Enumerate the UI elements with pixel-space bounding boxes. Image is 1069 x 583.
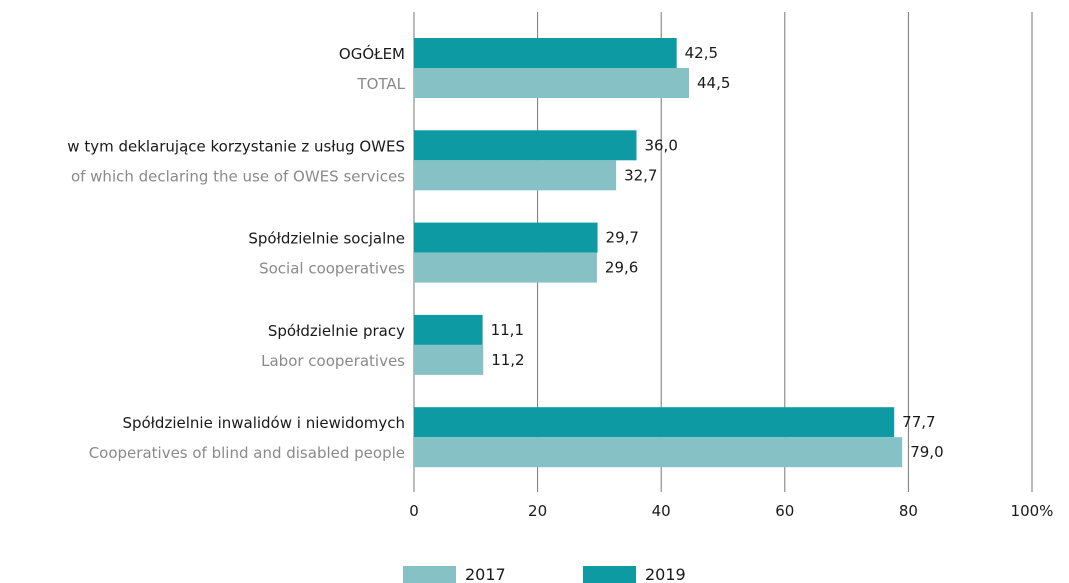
bar-2019 [414, 130, 637, 161]
category-label-en: Social cooperatives [259, 260, 405, 278]
bar-2017 [414, 68, 690, 98]
category-label-pl: Spółdzielnie socjalne [248, 230, 405, 248]
data-label: 42,5 [685, 44, 718, 62]
data-label: 36,0 [644, 136, 677, 154]
x-axis-tick-labels: 0 20 40 60 80 100% [409, 502, 1053, 520]
category-label-en: Cooperatives of blind and disabled peopl… [89, 444, 405, 462]
category-label-en: TOTAL [356, 75, 405, 93]
bar-2017 [414, 437, 903, 468]
x-tick-label: 0 [409, 502, 419, 520]
legend-swatch-2017 [403, 566, 456, 583]
category-label-pl: Spółdzielnie pracy [268, 322, 405, 340]
data-label: 77,7 [902, 413, 935, 431]
bar-2017 [414, 252, 597, 283]
legend-label: 2017 [465, 565, 506, 583]
x-tick-label: 40 [652, 502, 671, 520]
data-label: 79,0 [910, 443, 943, 461]
category-label-pl: Spółdzielnie inwalidów i niewidomych [122, 414, 405, 432]
data-label: 11,2 [491, 351, 524, 369]
bar-2019 [414, 38, 677, 68]
data-label: 11,1 [491, 321, 524, 339]
category-label-pl: w tym deklarujące korzystanie z usług OW… [67, 137, 405, 155]
category-label-en: of which declaring the use of OWES servi… [71, 167, 405, 185]
bars: 42,5 44,5 36,0 32,7 29,7 29,6 11,1 11,2 77,7 79,0 [414, 38, 944, 468]
x-tick-label: 60 [775, 502, 794, 520]
category-labels: OGÓŁEM TOTAL w tym deklarujące korzystanie… [67, 44, 405, 462]
bar-2017 [414, 160, 617, 191]
legend-swatch-2019 [583, 566, 636, 583]
legend: 2017 2019 [403, 565, 686, 583]
legend-label: 2019 [645, 565, 686, 583]
bar-2017 [414, 344, 484, 375]
x-tick-label: 80 [899, 502, 918, 520]
data-label: 29,7 [606, 229, 639, 247]
x-tick-label: 20 [528, 502, 547, 520]
category-label-pl: OGÓŁEM [339, 44, 405, 63]
bar-2019 [414, 314, 483, 345]
x-tick-label: 100% [1011, 502, 1054, 520]
category-label-en: Labor cooperatives [261, 352, 405, 370]
bar-2019 [414, 407, 895, 438]
bar-2019 [414, 222, 598, 253]
data-label: 44,5 [697, 74, 730, 92]
data-label: 29,6 [605, 259, 638, 277]
data-label: 32,7 [624, 166, 657, 184]
